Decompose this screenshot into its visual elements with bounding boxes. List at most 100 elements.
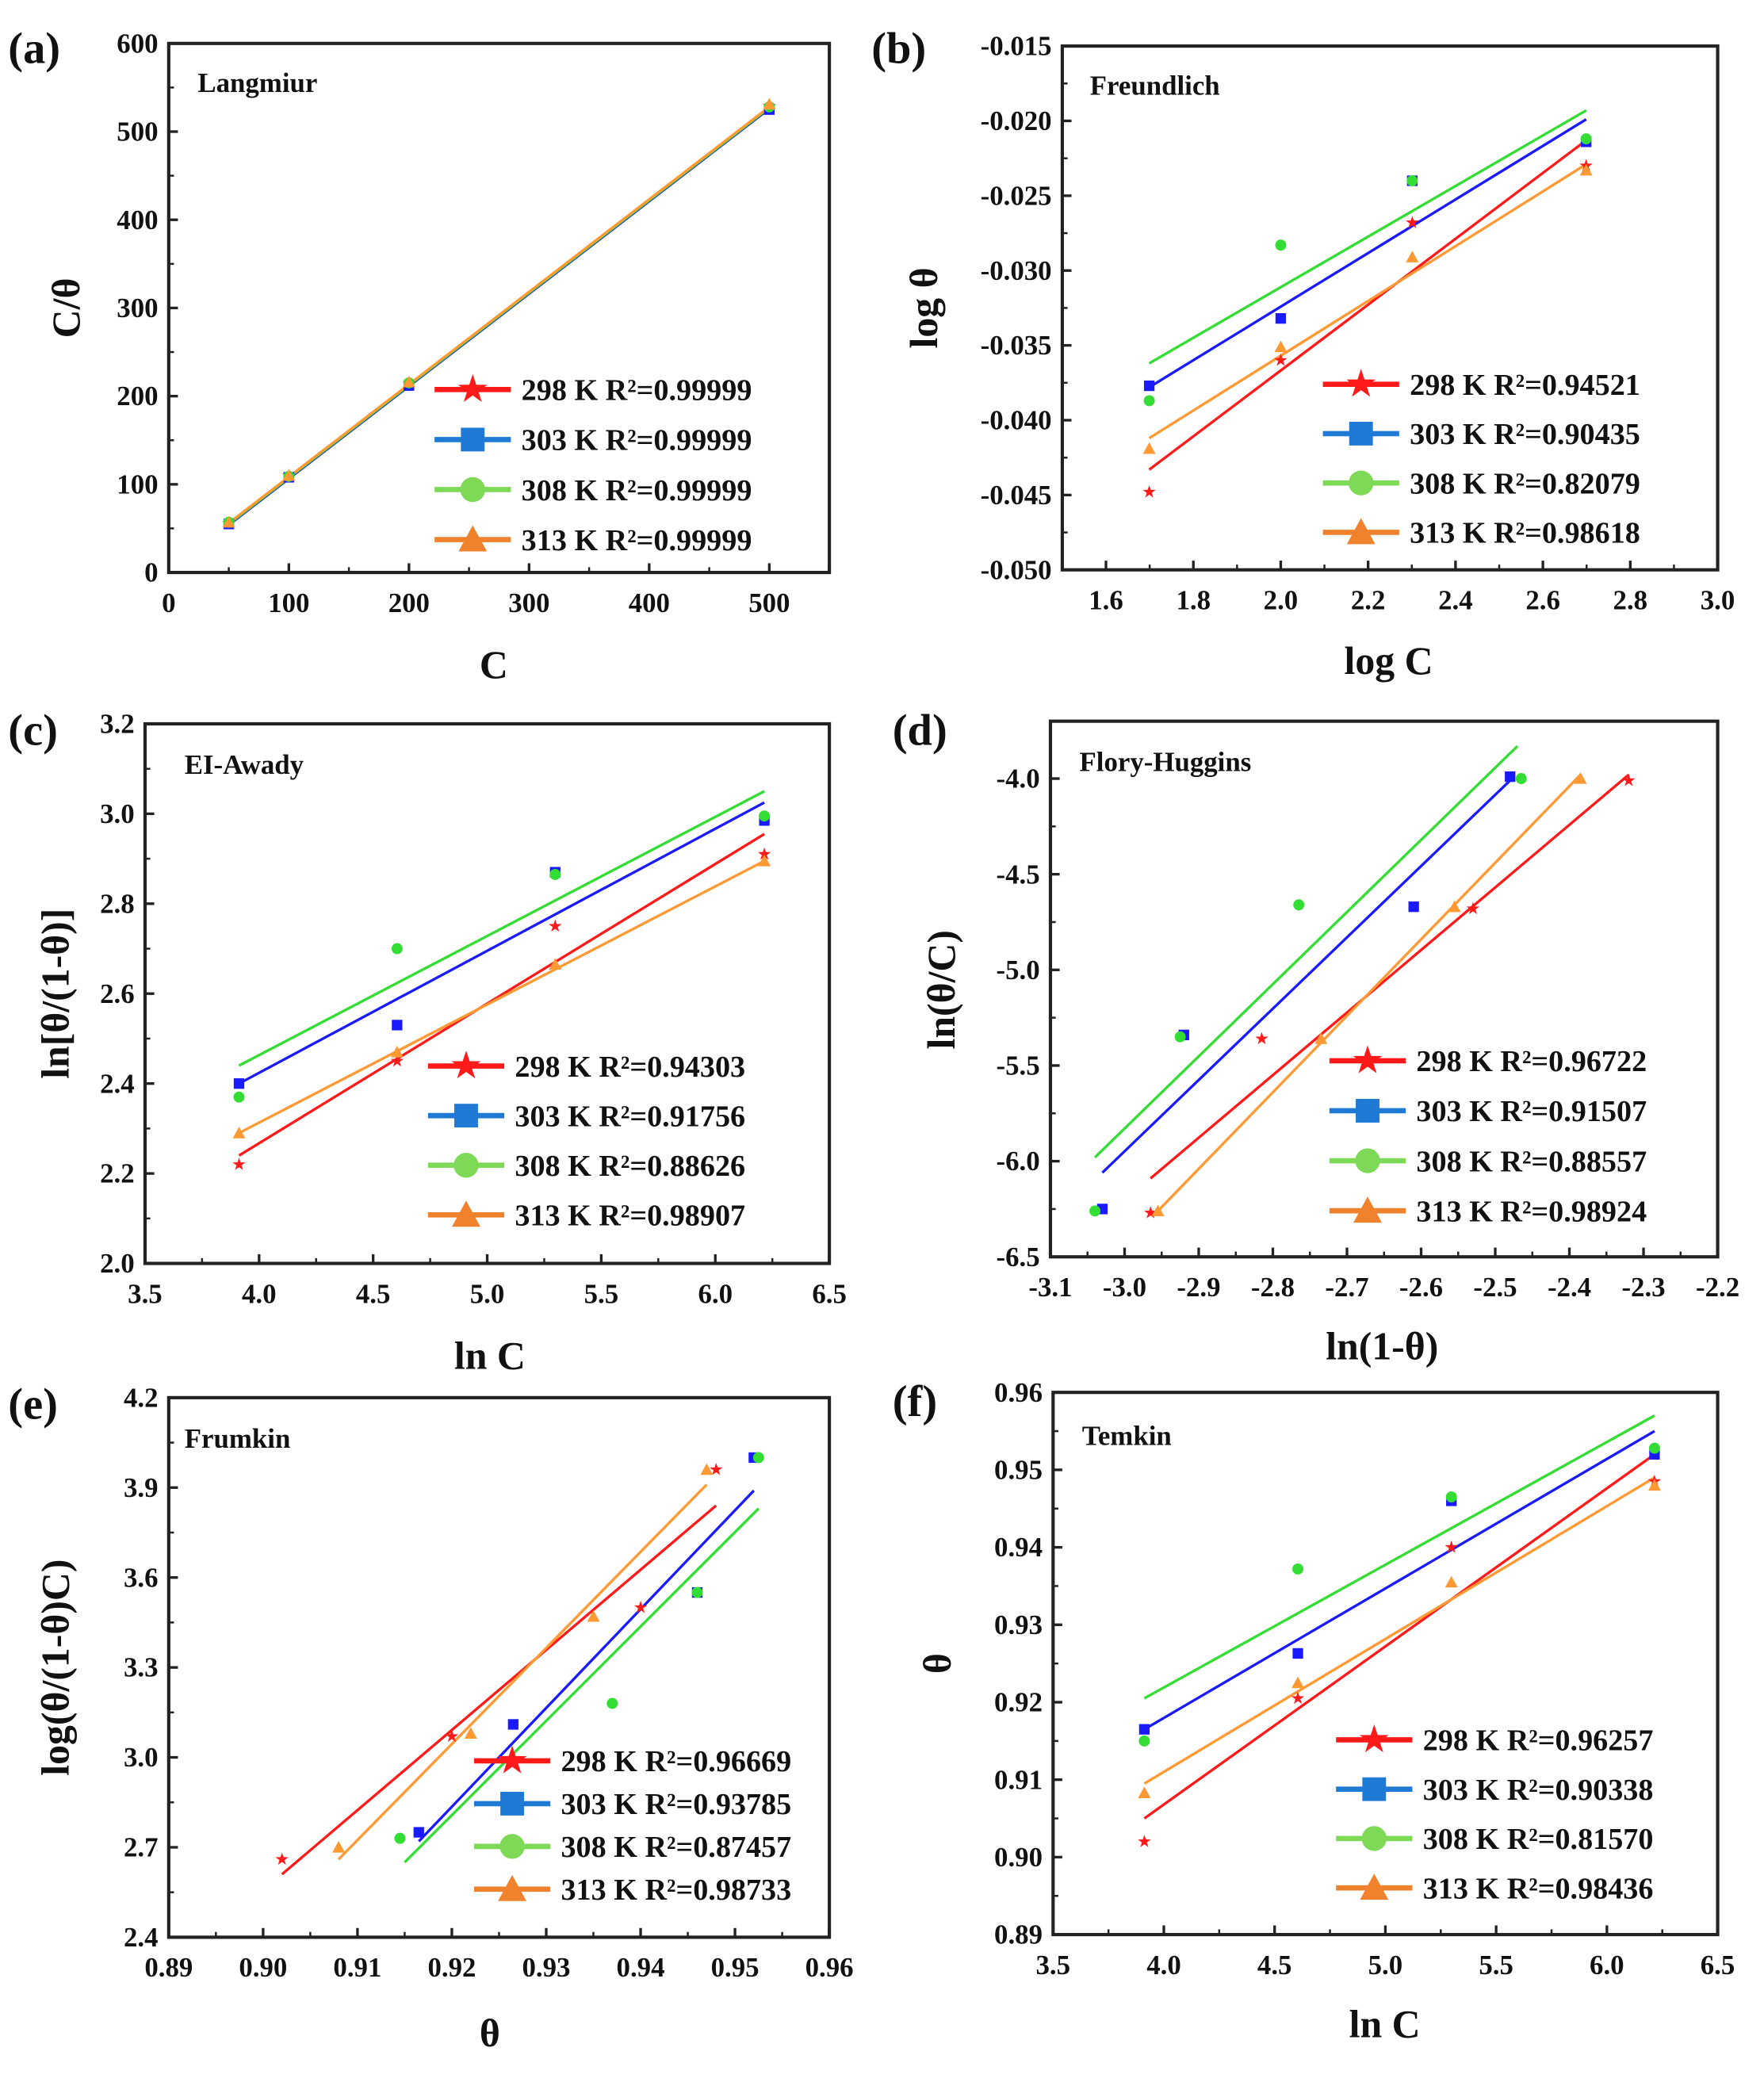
legend-marker-star-icon [1346, 369, 1376, 397]
data-point-308k [233, 1091, 245, 1103]
data-point-298k [1406, 216, 1419, 228]
data-point-313k [700, 1463, 714, 1475]
x-tick-label: 0.89 [144, 1952, 193, 1983]
y-tick-label: 3.0 [100, 798, 135, 829]
data-point-303k [1292, 1648, 1303, 1659]
legend-marker-triangle-icon [498, 1874, 526, 1901]
legend-label: 298 K R²=0.96669 [561, 1745, 791, 1778]
legend-label: 308 K R²=0.87457 [561, 1831, 791, 1864]
fit-line-308k [1143, 1414, 1655, 1700]
legend-label: 308 K R²=0.81570 [1423, 1823, 1654, 1856]
legend-label: 313 K R²=0.98618 [1410, 517, 1640, 550]
legend-label: 303 K R²=0.90435 [1410, 418, 1640, 451]
x-tick-label: 6.0 [1590, 1950, 1624, 1981]
data-point-313k [1574, 772, 1587, 784]
data-point-303k [392, 1020, 403, 1031]
legend-marker-star-icon [1353, 1045, 1383, 1074]
panel-label: (a) [8, 25, 60, 74]
legend-marker-circle-icon [1349, 470, 1374, 496]
legend-entry: 308 K R²=0.99999 [434, 474, 752, 507]
data-point-298k [275, 1852, 289, 1866]
x-tick-label: -2.7 [1325, 1272, 1368, 1303]
y-tick-label: 4.2 [124, 1382, 159, 1413]
legend-label: 313 K R²=0.98924 [1416, 1195, 1647, 1228]
fit-line-313k [1157, 774, 1582, 1212]
data-point-313k [232, 1127, 246, 1139]
y-tick-label: 0.95 [994, 1455, 1043, 1486]
fit-line-298k [1143, 1453, 1655, 1820]
y-tick-label: 2.0 [100, 1248, 135, 1279]
fit-line-313k [1148, 163, 1587, 440]
data-point-298k [1143, 1206, 1158, 1219]
legend-entry: 313 K R²=0.98436 [1336, 1872, 1653, 1905]
legend-entry: 303 K R²=0.99999 [434, 424, 752, 457]
y-axis-label: ln(θ/C) [920, 930, 963, 1049]
legend-marker-triangle-icon [1346, 518, 1376, 545]
panel-label: (e) [8, 1380, 58, 1429]
x-tick-label: 2.8 [1613, 585, 1648, 616]
legend-marker-square-icon [454, 1104, 478, 1128]
y-tick-label: 3.6 [124, 1562, 159, 1593]
legend-entry: 303 K R²=0.90338 [1336, 1774, 1653, 1807]
chart-panel-d: (d)-3.1 -3.0 -2.9 -2.8 -2.7 -2.6 -2.5 -2.4 -2.3-… [893, 706, 1739, 1368]
legend-marker-square-icon [461, 427, 485, 452]
y-tick-label: -0.045 [981, 480, 1052, 511]
data-point-308k [1174, 1031, 1186, 1043]
legend-label: 313 K R²=0.98733 [561, 1873, 791, 1907]
chart-title: Temkin [1082, 1421, 1172, 1452]
legend-marker-square-icon [500, 1791, 525, 1816]
legend-marker-circle-icon [453, 1153, 479, 1178]
data-point-308k [394, 1832, 406, 1844]
data-point-313k [587, 1609, 600, 1622]
y-tick-label: 200 [117, 381, 158, 411]
x-tick-label: -2.6 [1399, 1272, 1443, 1303]
data-point-298k [757, 847, 771, 860]
data-point-313k [402, 375, 415, 388]
x-axis-label: log C [1345, 639, 1433, 683]
x-tick-label: 1.6 [1089, 585, 1123, 616]
data-point-313k [1138, 1786, 1151, 1798]
y-tick-label: -0.030 [981, 255, 1052, 286]
x-tick-label: -2.4 [1548, 1272, 1591, 1303]
chart-title: Frumkin [185, 1423, 291, 1454]
x-tick-label: 4.5 [1257, 1950, 1292, 1981]
y-tick-label: 400 [117, 205, 158, 235]
chart-title: EI-Awady [185, 749, 304, 780]
legend-entry: 308 K R²=0.82079 [1322, 467, 1640, 500]
x-tick-label: 2.2 [1351, 585, 1386, 616]
y-tick-label: 0.96 [994, 1377, 1043, 1408]
x-axis-label: ln(1-θ) [1326, 1325, 1438, 1368]
legend-entry: 303 K R²=0.93785 [473, 1788, 791, 1821]
data-point-303k [413, 1827, 424, 1838]
data-point-308k [1143, 395, 1155, 407]
fit-line-313k [238, 859, 765, 1135]
x-tick-label: -2.2 [1696, 1272, 1739, 1303]
data-point-313k [1444, 1575, 1458, 1588]
legend-label: 308 K R²=0.82079 [1410, 467, 1640, 500]
x-tick-label: 6.5 [812, 1278, 847, 1309]
legend-entry: 308 K R²=0.87457 [473, 1831, 791, 1864]
legend-entry: 313 K R²=0.99999 [434, 524, 752, 557]
data-point-303k [507, 1719, 518, 1730]
x-tick-label: 6.5 [1701, 1950, 1735, 1981]
data-point-313k [549, 958, 562, 970]
data-point-313k [1314, 1032, 1328, 1044]
y-tick-label: 3.2 [100, 709, 135, 740]
x-tick-label: 0.93 [522, 1952, 570, 1983]
y-tick-label: -0.050 [981, 554, 1052, 585]
data-point-298k [232, 1158, 246, 1170]
data-point-313k [763, 98, 776, 110]
y-tick-label: -6.0 [997, 1146, 1040, 1177]
chart-title: Langmiur [197, 67, 317, 98]
plot-frame [166, 1395, 832, 1939]
data-point-313k [390, 1046, 404, 1058]
data-point-298k [1622, 773, 1636, 786]
y-tick-label: 100 [117, 469, 158, 499]
legend-entry: 303 K R²=0.90435 [1322, 418, 1640, 451]
y-tick-label: -0.020 [981, 105, 1052, 136]
y-tick-label: 0.92 [994, 1687, 1043, 1718]
data-point-313k [1151, 1204, 1165, 1216]
x-tick-label: 2.6 [1525, 585, 1560, 616]
chart-panel-a: (a) 0 100 200 300 400 500 0 100 200 300 400 500 600 La… [8, 25, 832, 687]
